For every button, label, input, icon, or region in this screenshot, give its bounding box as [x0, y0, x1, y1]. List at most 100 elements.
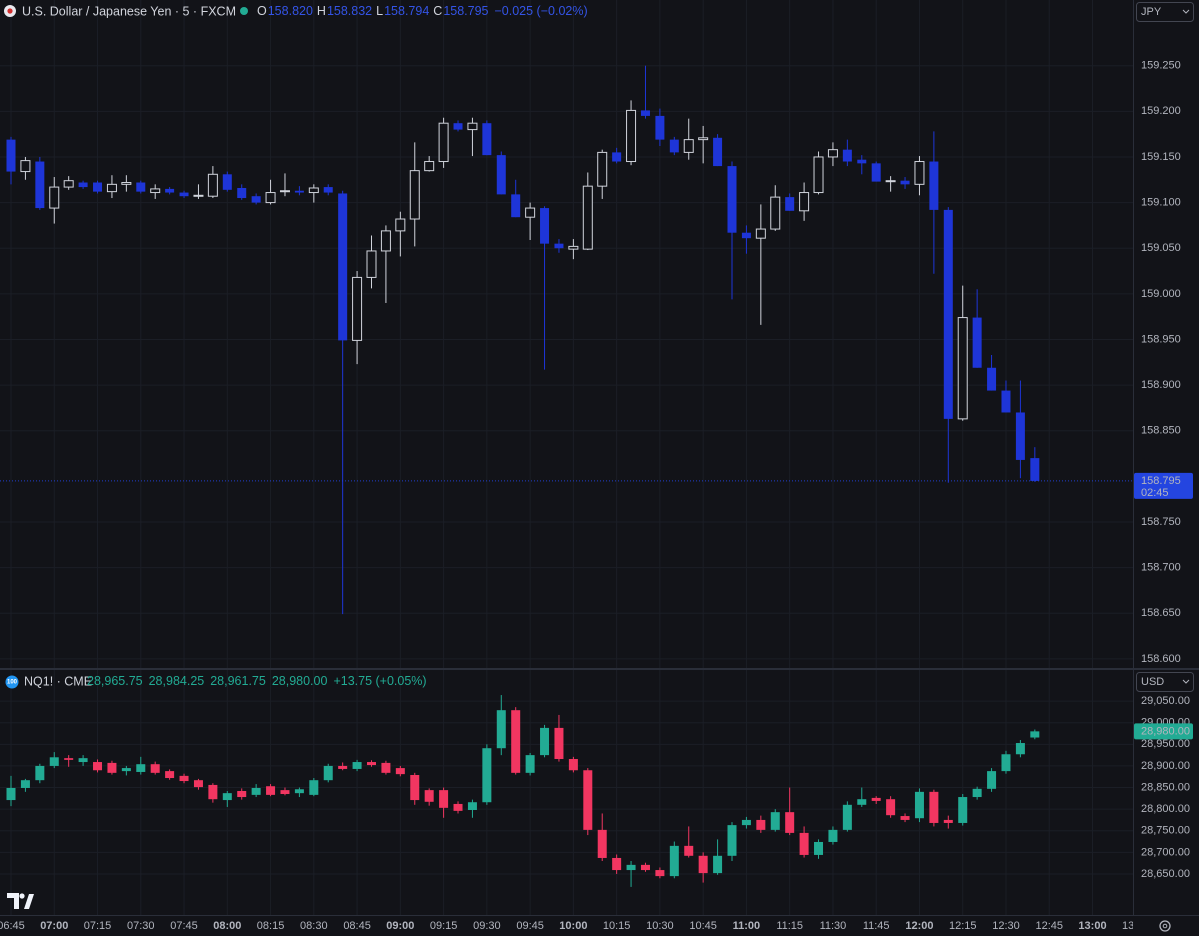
market-status[interactable] [240, 7, 248, 15]
x-tick-label: 12:15 [949, 920, 977, 932]
candle-body [554, 243, 564, 249]
currency-label[interactable]: JPY [1141, 6, 1162, 18]
candle-body [727, 166, 737, 233]
y-tick-label: 28,850.00 [1141, 781, 1190, 793]
candle-body [698, 855, 708, 874]
candle-body [871, 163, 881, 182]
x-tick-label: 09:30 [473, 920, 501, 932]
candle-body [35, 765, 45, 781]
candle-body [121, 768, 131, 772]
candle-body [93, 182, 103, 192]
settings-button[interactable] [1159, 920, 1171, 932]
candle-body [713, 855, 723, 874]
currency-button[interactable] [1136, 2, 1194, 22]
symbol-legend: U.S. Dollar / Japanese Yen · 5 · FXCM O1… [4, 4, 588, 18]
candle-body [453, 803, 463, 811]
symbol-title[interactable]: U.S. Dollar / Japanese Yen · 5 · FXCM [22, 4, 236, 18]
candle-body [308, 187, 319, 194]
candle-body [265, 192, 276, 204]
candle-body [943, 819, 953, 823]
candle-body [6, 787, 16, 801]
y-tick-label: 159.250 [1141, 60, 1181, 72]
candle-body [568, 245, 579, 250]
y-tick-label: 159.100 [1141, 196, 1181, 208]
logo-mark [24, 894, 34, 909]
x-tick-label: 08:00 [213, 920, 241, 932]
candle-body [943, 209, 953, 419]
candle-body [237, 187, 247, 199]
logo[interactable] [7, 893, 34, 909]
candle-body [727, 825, 737, 856]
x-tick-label: 07:45 [170, 920, 198, 932]
candle-body [755, 228, 766, 239]
candle-body [279, 190, 290, 193]
x-tick-label: 07:30 [127, 920, 155, 932]
ohlc-key: L [376, 4, 383, 18]
change-value: +13.75 (+0.05%) [333, 674, 426, 688]
ohlc-value: 158.794 [384, 4, 429, 18]
x-tick-label: 06:45 [0, 920, 25, 932]
logo-mark [7, 893, 19, 909]
candle-body [683, 139, 694, 153]
currency-selector[interactable]: JPY [1136, 2, 1194, 22]
candle-body [380, 230, 391, 252]
candle-body [496, 710, 506, 749]
currency-selector[interactable]: USD [1136, 672, 1194, 692]
candle-body [467, 802, 477, 810]
candle-body [93, 762, 103, 771]
x-tick-label: 13:00 [1078, 920, 1106, 932]
candle-body [929, 791, 939, 823]
x-tick-label: 12:30 [992, 920, 1020, 932]
candle-body [914, 161, 925, 185]
candle-body [222, 793, 232, 801]
candle-body [1015, 743, 1025, 755]
currency-label[interactable]: USD [1141, 676, 1164, 688]
candle-body [698, 137, 709, 141]
x-tick-label: 11:30 [820, 920, 847, 932]
symbol-title[interactable]: NQ1! · CME [24, 674, 92, 688]
candle-body [669, 845, 679, 877]
candle-body [799, 832, 809, 855]
y-tick-label: 158.650 [1141, 607, 1181, 619]
candle-body [64, 758, 74, 760]
candle-body [842, 804, 852, 830]
ohlc-value: 28,965.75 [87, 674, 143, 688]
y-tick-label: 159.000 [1141, 288, 1181, 300]
flag-icon-dot [7, 8, 13, 14]
ohlc-value: 158.832 [327, 4, 372, 18]
candle-body [63, 180, 74, 188]
candle-body [987, 771, 997, 789]
last-price-label: 28,980.00 [1141, 725, 1190, 737]
candle-body [49, 757, 59, 766]
candle-body [482, 123, 492, 156]
candle-body [338, 193, 348, 341]
settings-icon[interactable] [1159, 920, 1171, 932]
x-tick-label: 09:00 [386, 920, 414, 932]
candle-body [640, 110, 650, 116]
y-tick-label: 28,950.00 [1141, 738, 1190, 750]
y-tick-label: 159.050 [1141, 242, 1181, 254]
candle-body [410, 775, 420, 801]
currency-button[interactable] [1136, 672, 1194, 692]
candle-body [827, 149, 838, 158]
candle-body [554, 727, 564, 760]
y-tick-label: 28,700.00 [1141, 846, 1190, 858]
dropdown-arrow [1182, 9, 1190, 14]
candle-body [150, 188, 161, 194]
candle-body [785, 812, 795, 833]
x-tick-label: 09:15 [430, 920, 458, 932]
candle-body [367, 762, 376, 766]
candle-body [439, 790, 449, 808]
candle-body [525, 207, 536, 218]
candle-body [1030, 458, 1040, 481]
x-tick-label: 11:45 [863, 920, 890, 932]
candle-body [266, 786, 276, 795]
x-tick-label: 10:30 [646, 920, 674, 932]
candle-body [626, 864, 636, 871]
candle-body [179, 775, 189, 782]
candle-body [842, 149, 852, 162]
x-tick-label: 07:15 [84, 920, 112, 932]
dropdown-arrow [1182, 679, 1190, 684]
x-tick-label: 10:15 [603, 920, 631, 932]
